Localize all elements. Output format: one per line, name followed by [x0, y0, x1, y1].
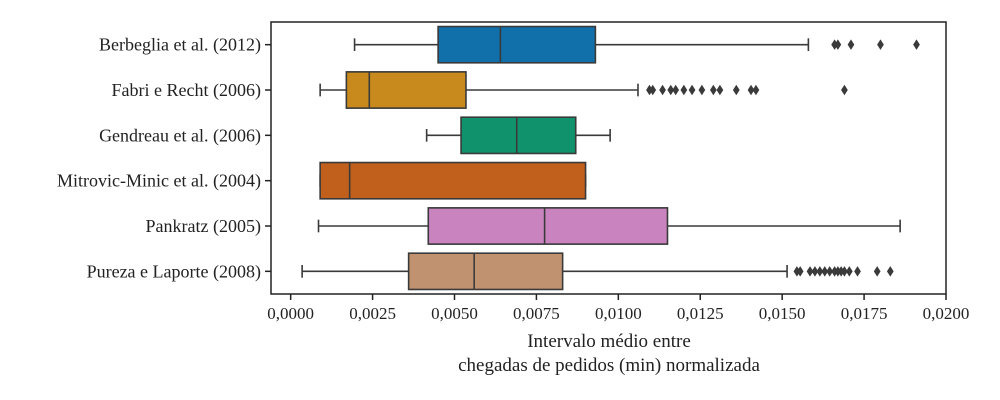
outlier-point [659, 84, 666, 96]
x-tick-label: 0,0150 [759, 304, 806, 323]
iqr-box [407, 252, 564, 291]
x-tick-label: 0,0000 [267, 304, 314, 323]
box-group [353, 25, 920, 64]
x-tick-label: 0,0200 [923, 304, 970, 323]
iqr-box [345, 71, 467, 109]
category-label: Gendreau et al. (2006) [99, 125, 261, 146]
outlier-point [821, 266, 829, 277]
plot-frame [270, 21, 947, 295]
category-label: Berbeglia et al. (2012) [99, 35, 261, 56]
x-tick-label: 0,0100 [595, 304, 642, 323]
iqr-box [437, 25, 597, 64]
outlier-point [709, 84, 717, 96]
outlier-point [688, 84, 696, 96]
outlier-point [796, 266, 804, 277]
category-label: Mitrovic-Minic et al. (2004) [57, 171, 261, 192]
boxes-layer [301, 25, 920, 291]
x-tick-label: 0,0125 [677, 304, 724, 323]
x-tick-label: 0,0075 [513, 304, 560, 323]
outlier-point [841, 84, 848, 96]
x-axis: 0,0000 0,0025 0,0050 0,0075 0,0100 0,0125 0,01… [267, 294, 969, 323]
outlier-point [732, 84, 740, 96]
iqr-box [319, 161, 587, 200]
outlier-point [698, 84, 706, 96]
x-tick-label: 0,0025 [349, 304, 396, 323]
outlier-point [877, 39, 884, 50]
outlier-point [806, 266, 814, 277]
box-group [301, 252, 894, 291]
outlier-point [752, 84, 760, 96]
outlier-point [834, 39, 842, 50]
x-tick-label: 0,0050 [431, 304, 478, 323]
outlier-point [826, 266, 834, 277]
box-group [319, 71, 848, 109]
outlier-point [747, 84, 755, 96]
outlier-point [845, 266, 853, 277]
box-group [319, 161, 587, 200]
category-label: Fabri e Recht (2006) [112, 80, 261, 101]
outlier-point [680, 84, 688, 96]
outlier-point [816, 266, 824, 277]
x-axis-label-line-1: Intervalo médio entre [527, 331, 691, 352]
outlier-point [873, 266, 881, 277]
outlier-point [847, 39, 855, 50]
outlier-point [667, 84, 675, 96]
outlier-point [913, 39, 920, 50]
outlier-point [854, 266, 861, 277]
category-label: Pureza e Laporte (2008) [87, 261, 261, 282]
iqr-box [427, 207, 669, 245]
box-group [425, 116, 611, 155]
box-group [317, 207, 901, 245]
outlier-point [886, 266, 894, 277]
x-tick-label: 0,0175 [841, 304, 888, 323]
iqr-box [460, 116, 577, 155]
outlier-point [672, 84, 680, 96]
outlier-point [841, 266, 848, 277]
x-axis-label-line-2: chegadas de pedidos (min) normalizada [458, 355, 760, 376]
outlier-point [649, 84, 657, 96]
category-label: Pankratz (2005) [146, 216, 261, 237]
outlier-point [716, 84, 724, 96]
outlier-point [811, 266, 819, 277]
y-axis: Berbeglia et al. (2012) Fabri e Recht (20… [57, 35, 271, 282]
